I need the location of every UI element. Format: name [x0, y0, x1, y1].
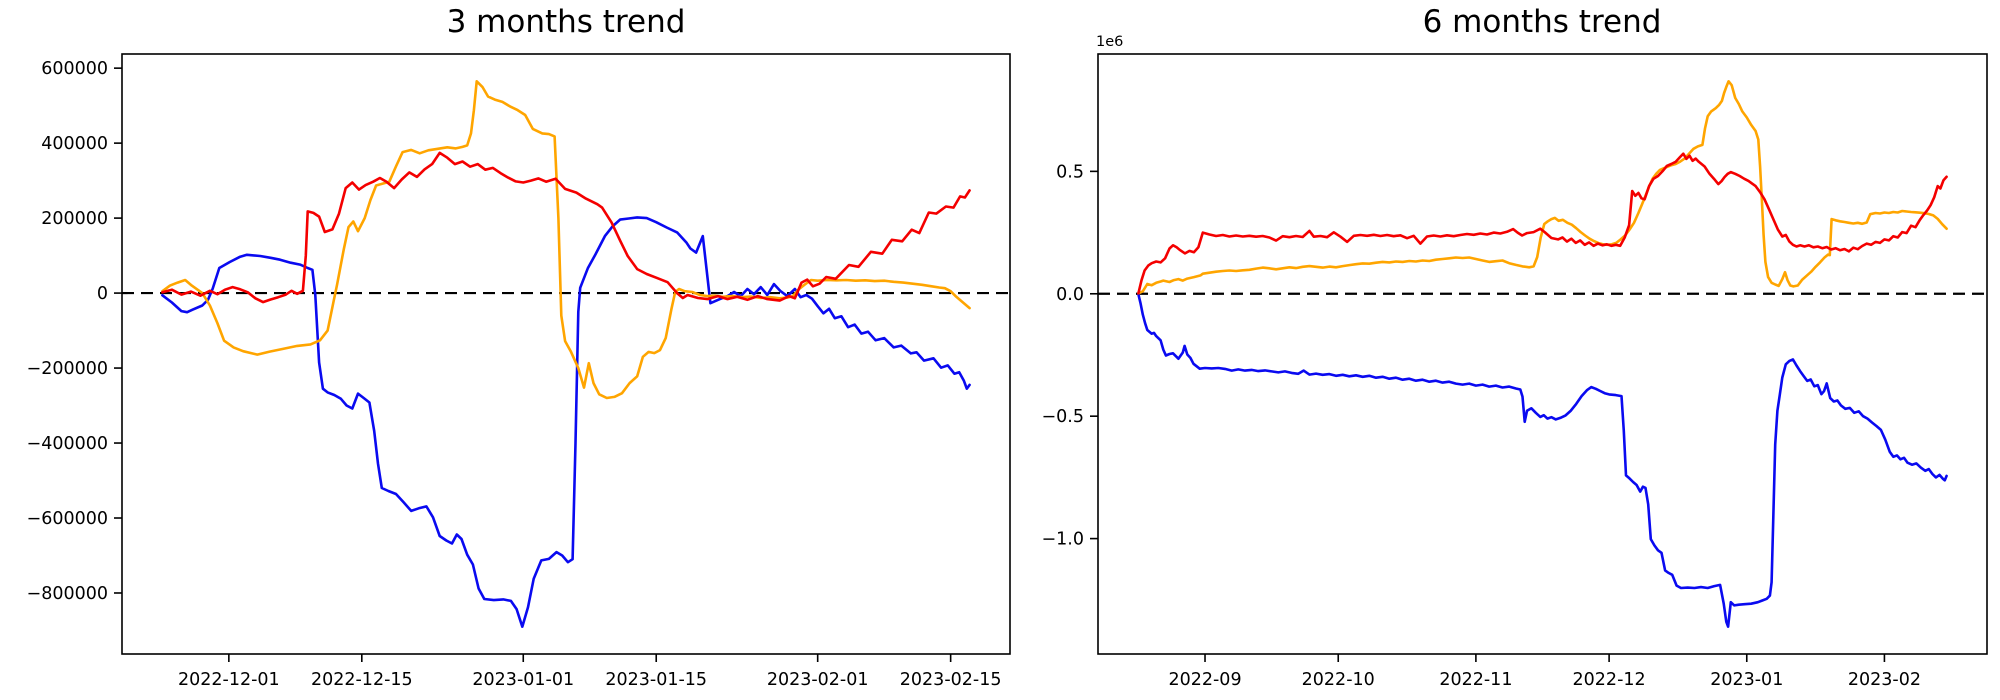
y-tick-label: 0.0 [1056, 285, 1084, 305]
x-tick-label: 2022-10 [1302, 670, 1375, 690]
y-tick-label: 0 [97, 284, 108, 304]
y-tick-label: −0.5 [1042, 407, 1085, 427]
x-tick-label: 2022-09 [1168, 670, 1241, 690]
x-tick-label: 2023-02-01 [767, 670, 869, 690]
series-line-orange [161, 80, 971, 400]
left-chart-title: 3 months trend [446, 4, 686, 40]
series-line-red [1137, 152, 1948, 295]
x-tick-label: 2023-01 [1710, 670, 1783, 690]
x-tick-label: 2022-12-01 [178, 670, 280, 690]
y-tick-label: −1.0 [1042, 530, 1085, 550]
series-line-blue [161, 216, 971, 629]
y-tick-label: −800000 [27, 584, 108, 604]
three-months-trend-chart: 2022-12-01 2022-12-15 2023-01-01 2023-01-15… [27, 53, 1011, 690]
y-axis-offset-label: 1e6 [1096, 34, 1123, 50]
x-tick-label: 2023-01-01 [472, 670, 574, 690]
x-tick-label: 2022-11 [1439, 670, 1512, 690]
right-chart-title: 6 months trend [1422, 4, 1662, 40]
series-line-orange [1137, 80, 1948, 295]
x-tick-label: 2022-12-15 [311, 670, 413, 690]
x-tick-label: 2022-12 [1573, 670, 1646, 690]
x-tick-label: 2023-02-15 [900, 670, 1002, 690]
y-tick-label: 0.5 [1056, 162, 1084, 182]
x-tick-label: 2023-02 [1848, 670, 1921, 690]
x-tick-label: 2023-01-15 [605, 670, 707, 690]
six-months-trend-chart: 2022-09 2022-10 2022-11 2022-12 2023-01 2023-… [1042, 34, 1988, 690]
y-tick-label: 400000 [41, 134, 108, 154]
y-tick-label: −400000 [27, 434, 108, 454]
plot-border [1097, 53, 1988, 655]
plot-border [121, 53, 1011, 655]
series-line-blue [1137, 292, 1948, 629]
y-tick-label: 200000 [41, 209, 108, 229]
y-tick-label: −200000 [27, 359, 108, 379]
y-tick-label: −600000 [27, 509, 108, 529]
series-line-red [161, 151, 971, 304]
y-tick-label: 600000 [41, 59, 108, 79]
